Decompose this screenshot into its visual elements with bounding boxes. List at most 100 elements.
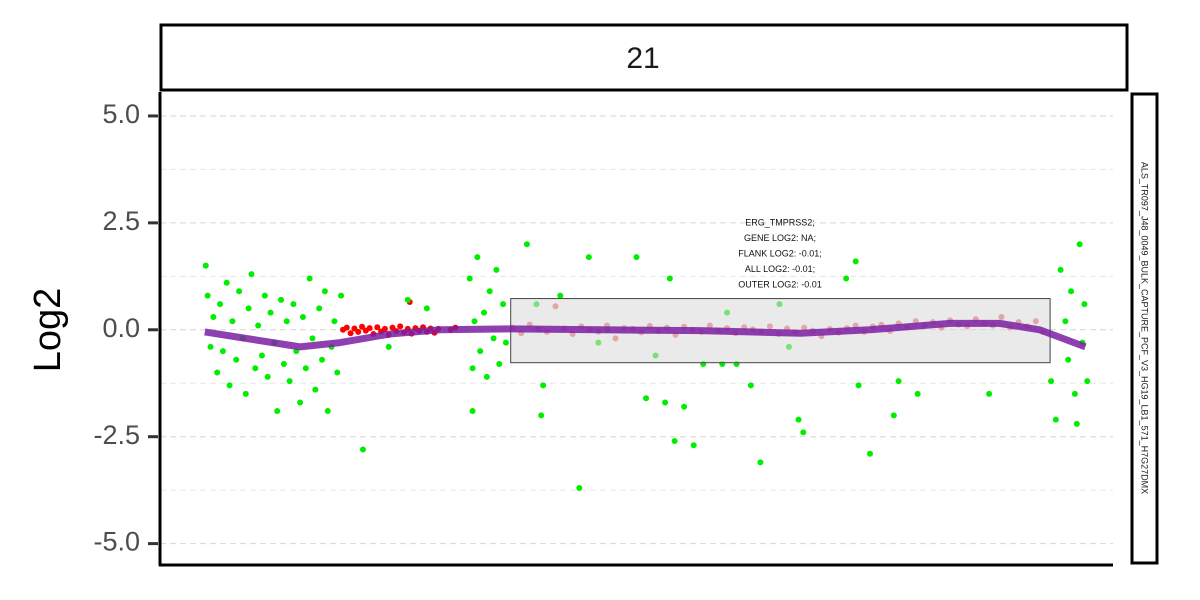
y-tick-label: 5.0	[102, 99, 140, 129]
point	[481, 309, 488, 316]
panel-strip	[159, 23, 1129, 92]
point	[290, 301, 297, 308]
point	[483, 373, 490, 380]
y-tick-label: 2.5	[102, 206, 140, 236]
point	[747, 382, 754, 389]
point	[895, 378, 902, 385]
point	[576, 485, 583, 492]
point	[538, 412, 545, 419]
point	[242, 390, 249, 397]
point	[334, 369, 341, 376]
point	[502, 339, 509, 346]
point	[1065, 356, 1072, 363]
point	[338, 292, 345, 299]
point	[385, 343, 392, 350]
point	[690, 442, 697, 449]
point	[389, 324, 396, 331]
point	[681, 403, 688, 410]
point	[319, 356, 326, 363]
annotation-line: ERG_TMPRSS2;	[745, 217, 815, 227]
point	[210, 313, 217, 320]
point	[223, 279, 230, 286]
point	[280, 360, 287, 367]
point	[264, 373, 271, 380]
point	[248, 271, 255, 278]
point	[233, 356, 240, 363]
annotation-line: OUTER LOG2: -0.01	[738, 279, 822, 289]
y-tick-label: -5.0	[93, 527, 140, 557]
point	[1073, 420, 1080, 427]
point	[229, 318, 236, 325]
marks	[202, 241, 1091, 492]
point	[306, 275, 313, 282]
point	[381, 325, 388, 332]
point	[671, 437, 678, 444]
point	[258, 352, 265, 359]
point	[843, 275, 850, 282]
point	[490, 335, 497, 342]
point	[255, 322, 262, 329]
point	[500, 301, 507, 308]
point	[1052, 416, 1059, 423]
point	[1081, 301, 1088, 308]
point	[202, 262, 209, 269]
point	[312, 386, 319, 393]
point	[477, 348, 484, 355]
point	[1057, 266, 1064, 273]
point	[469, 408, 476, 415]
point	[666, 275, 673, 282]
point	[267, 309, 274, 316]
point	[474, 254, 481, 261]
point	[795, 416, 802, 423]
point	[347, 330, 354, 337]
point	[643, 395, 650, 402]
annotation-line: GENE LOG2: NA;	[744, 233, 816, 243]
point	[324, 408, 331, 415]
point	[359, 323, 366, 330]
point	[366, 325, 373, 332]
point	[852, 258, 859, 265]
point	[1062, 318, 1069, 325]
side-label: ALS_TR097_J48_0049_BULK_CAPTURE_PCF_V3_H…	[1140, 162, 1150, 494]
point	[236, 288, 243, 295]
point	[355, 328, 362, 335]
point	[423, 305, 430, 312]
point	[757, 459, 764, 466]
point	[493, 266, 500, 273]
y-tick-label: 0.0	[102, 313, 140, 343]
point	[800, 429, 807, 436]
point	[274, 408, 281, 415]
point	[585, 254, 592, 261]
point	[914, 390, 921, 397]
point	[283, 318, 290, 325]
overlay: ERG_TMPRSS2; GENE LOG2: NA; FLANK LOG2: -0…	[204, 217, 1087, 364]
point	[662, 399, 669, 406]
point	[299, 313, 306, 320]
point	[204, 292, 211, 299]
y-axis-title: Log2	[27, 288, 69, 373]
point	[278, 296, 285, 303]
point	[309, 335, 316, 342]
point	[245, 305, 252, 312]
point	[633, 254, 640, 261]
point	[471, 318, 478, 325]
annotation-line: FLANK LOG2: -0.01;	[738, 248, 822, 258]
point	[219, 348, 226, 355]
point	[343, 324, 350, 331]
point	[1048, 378, 1055, 385]
point	[359, 446, 366, 453]
point	[557, 292, 564, 299]
point	[214, 369, 221, 376]
panel-label: 21	[626, 42, 659, 75]
point	[397, 323, 404, 330]
point	[297, 399, 304, 406]
point	[1071, 390, 1078, 397]
point	[469, 365, 476, 372]
point	[404, 296, 411, 303]
trend-line	[204, 319, 1087, 351]
point	[207, 343, 214, 350]
point	[496, 360, 503, 367]
point	[1076, 241, 1083, 248]
point	[1068, 288, 1075, 295]
